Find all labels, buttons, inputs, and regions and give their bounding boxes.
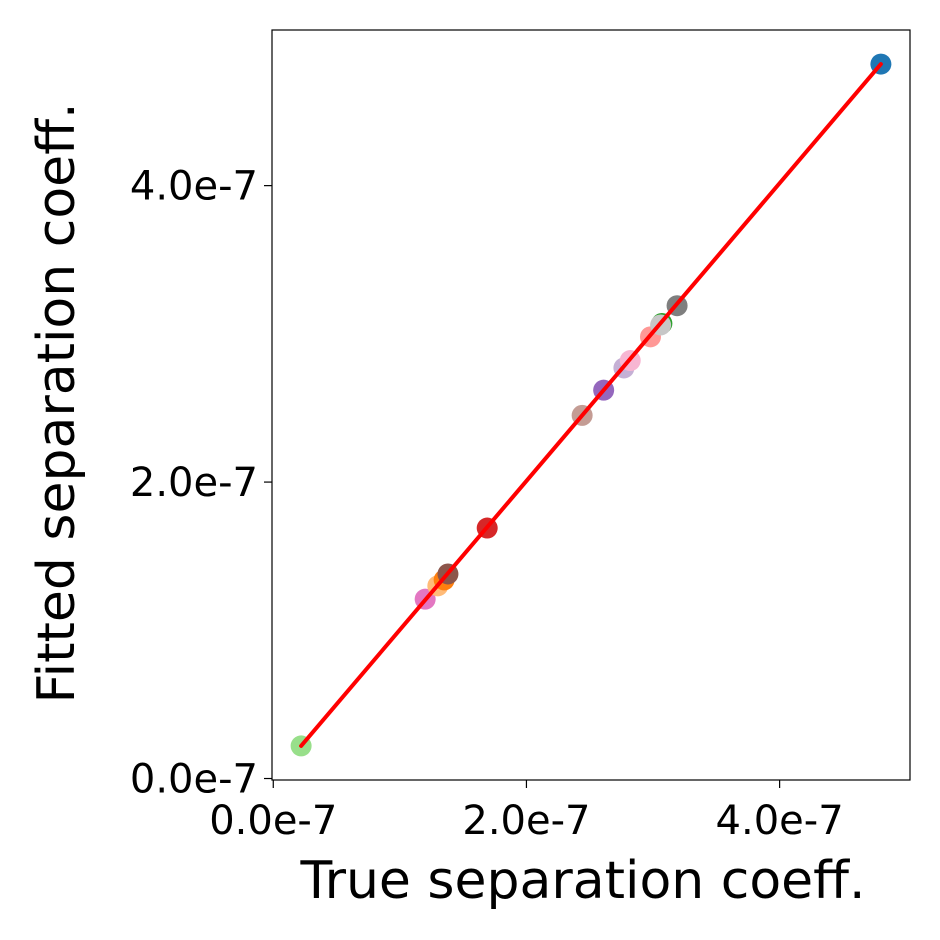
x-tick-label: 2.0e-7 [462,798,590,844]
x-tick-label: 4.0e-7 [716,798,844,844]
plot-area [271,29,911,781]
x-axis-label: True separation coeff. [299,851,865,911]
y-axis: 0.0e-7 2.0e-7 4.0e-7 [130,164,272,803]
plot-frame [271,29,911,781]
y-tick-label: 4.0e-7 [130,164,258,210]
y-tick-label: 2.0e-7 [130,460,258,506]
fit-line [299,62,883,748]
data-layer [290,53,892,757]
x-axis: 0.0e-7 2.0e-7 4.0e-7 [209,780,844,844]
y-axis-label: Fitted separation coeff. [27,103,87,704]
y-tick-label: 0.0e-7 [130,757,258,803]
x-tick-label: 0.0e-7 [209,798,337,844]
